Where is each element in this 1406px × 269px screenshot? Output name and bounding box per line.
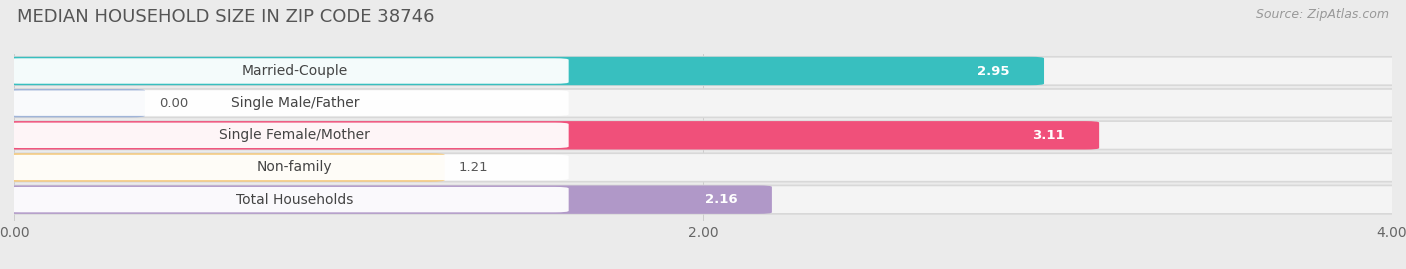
Text: Single Male/Father: Single Male/Father [231, 96, 359, 110]
Text: Source: ZipAtlas.com: Source: ZipAtlas.com [1256, 8, 1389, 21]
FancyBboxPatch shape [0, 153, 1406, 182]
FancyBboxPatch shape [0, 153, 444, 182]
FancyBboxPatch shape [0, 185, 772, 214]
Text: 3.11: 3.11 [1032, 129, 1064, 142]
FancyBboxPatch shape [0, 57, 1045, 85]
FancyBboxPatch shape [0, 185, 1406, 214]
FancyBboxPatch shape [0, 121, 1406, 150]
FancyBboxPatch shape [7, 155, 568, 180]
FancyBboxPatch shape [0, 57, 1406, 85]
FancyBboxPatch shape [0, 121, 1099, 150]
Text: Single Female/Mother: Single Female/Mother [219, 128, 370, 142]
FancyBboxPatch shape [0, 89, 145, 117]
FancyBboxPatch shape [7, 123, 568, 148]
Text: 2.16: 2.16 [704, 193, 738, 206]
FancyBboxPatch shape [7, 187, 568, 212]
FancyBboxPatch shape [7, 58, 568, 84]
Text: 0.00: 0.00 [159, 97, 188, 110]
Text: 2.95: 2.95 [977, 65, 1010, 77]
Text: Married-Couple: Married-Couple [242, 64, 347, 78]
FancyBboxPatch shape [0, 89, 1406, 117]
Text: Total Households: Total Households [236, 193, 353, 207]
FancyBboxPatch shape [7, 90, 568, 116]
Text: Non-family: Non-family [257, 161, 333, 175]
Text: 1.21: 1.21 [458, 161, 488, 174]
Text: MEDIAN HOUSEHOLD SIZE IN ZIP CODE 38746: MEDIAN HOUSEHOLD SIZE IN ZIP CODE 38746 [17, 8, 434, 26]
